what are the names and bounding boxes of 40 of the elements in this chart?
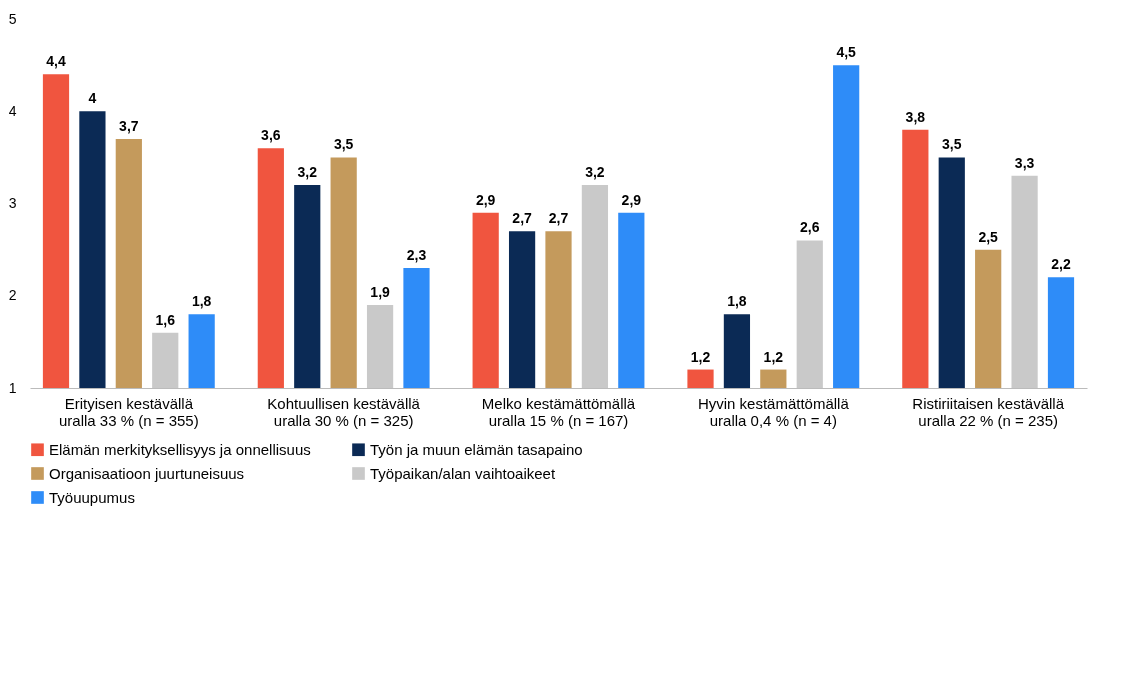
data-label: 2,5: [978, 228, 999, 245]
legend-label: Organisaatioon juurtuneisuus: [49, 464, 245, 482]
data-label: 4: [88, 90, 97, 107]
x-tick-label: Melko kestämättömällä uralla 15 % (n = 167): [481, 394, 636, 429]
data-label: 4,4: [46, 53, 66, 70]
x-tick-label: Kohtuullisen kestävällä uralla 30 % (n = 325): [267, 394, 421, 429]
data-label: 2,6: [800, 219, 820, 236]
data-label: 3,5: [333, 136, 354, 153]
y-tick-label: 5: [8, 10, 17, 27]
y-tick-label: 4: [8, 102, 17, 119]
x-tick-label: Erityisen kestävällä uralla 33 % (n = 355): [58, 394, 199, 429]
legend-label: Elämän merkityksellisyys ja onnellisuus: [49, 440, 311, 458]
data-label: 3,8: [905, 108, 926, 125]
data-label: 3,3: [1014, 154, 1035, 171]
legend-label: Työuupumus: [49, 488, 135, 506]
data-label: 2,3: [406, 247, 427, 264]
y-tick-label: 2: [8, 287, 17, 304]
y-tick-label: 3: [8, 195, 17, 211]
data-label: 1,9: [370, 283, 391, 300]
data-label: 2,9: [621, 191, 642, 208]
data-label: 2,2: [1051, 256, 1071, 273]
x-tick-label: Hyvin kestämättömällä uralla 0,4 % (n = 4): [697, 394, 850, 429]
data-label: 3,2: [297, 164, 318, 181]
legend-label: Työn ja muun elämän tasapaino: [370, 440, 583, 458]
data-label: 1,2: [690, 348, 711, 365]
x-tick-label: Ristiriitaisen kestävällä uralla 22 % (n = 235): [912, 394, 1065, 429]
data-label: 3,2: [585, 164, 605, 181]
data-label: 2,7: [512, 210, 533, 227]
data-label: 1,8: [191, 293, 212, 310]
data-label: 4,5: [836, 44, 857, 61]
data-label: 3,6: [261, 127, 281, 144]
data-label: 1,8: [727, 293, 747, 310]
data-label: 1,2: [763, 348, 784, 365]
data-label: 3,7: [119, 117, 139, 134]
data-label: 1,6: [155, 311, 176, 328]
data-label: 2,9: [475, 191, 496, 208]
legend-label: Työpaikan/alan vaihtoaikeet: [370, 464, 556, 482]
y-tick-label: 1: [8, 379, 17, 396]
data-label: 2,7: [548, 210, 569, 227]
data-label: 3,5: [942, 136, 962, 153]
